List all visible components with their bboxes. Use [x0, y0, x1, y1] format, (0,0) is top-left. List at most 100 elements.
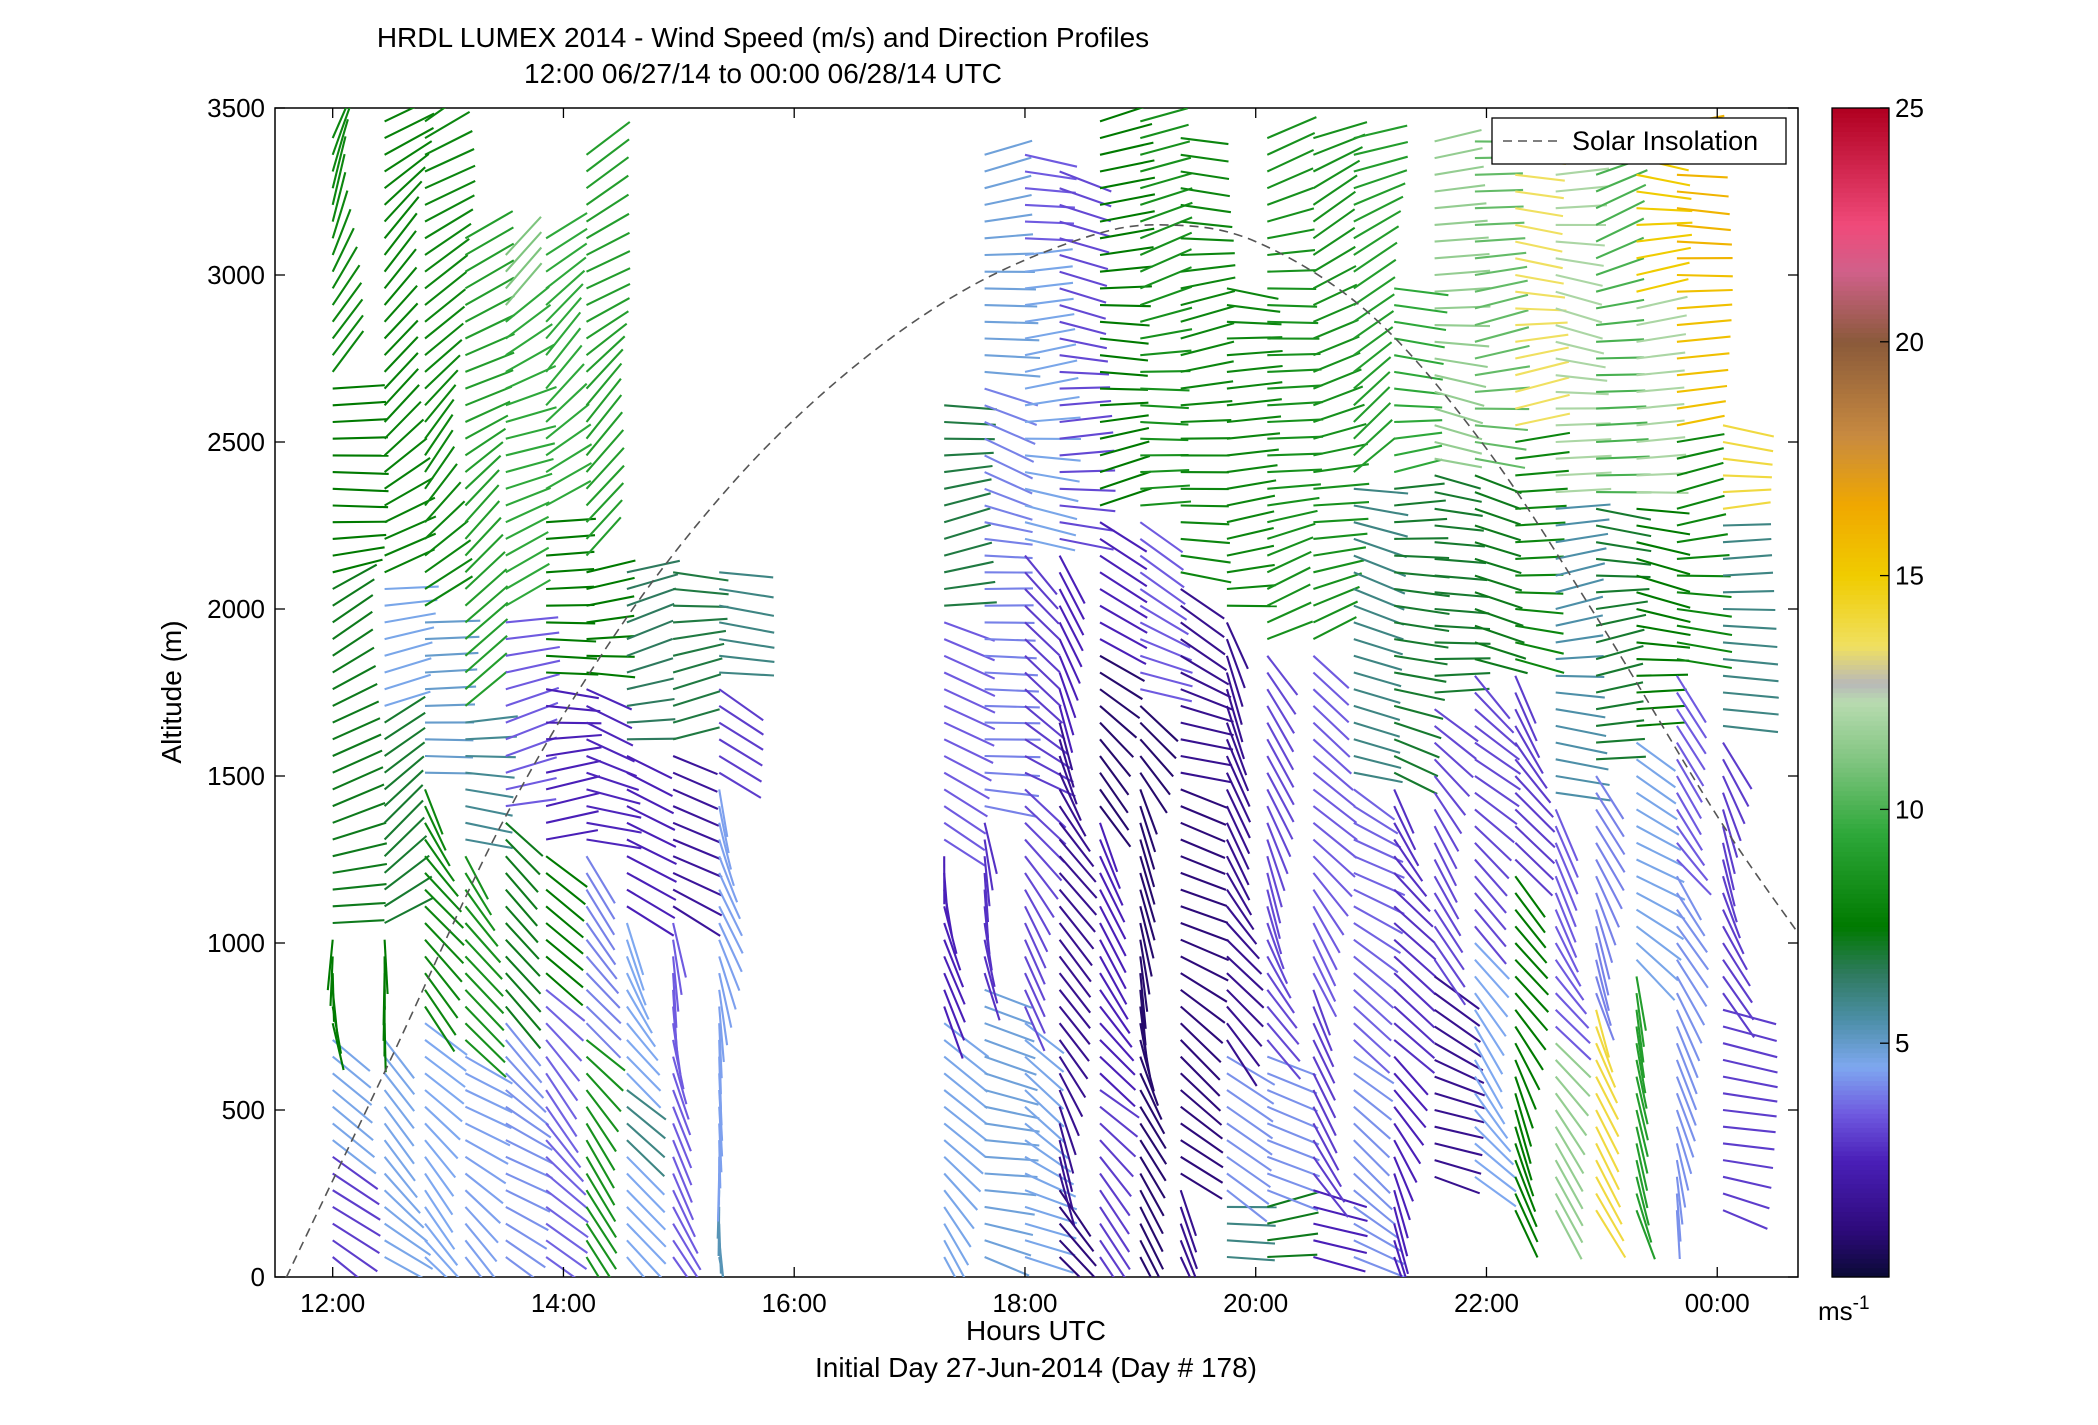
colorbar-segment [1832, 482, 1889, 488]
wind-barb [1554, 875, 1577, 928]
wind-barb [1058, 1222, 1097, 1267]
wind-barb [943, 1139, 984, 1175]
wind-barb [1313, 482, 1370, 490]
wind-barb [1180, 400, 1233, 407]
colorbar-segment [1832, 982, 1889, 988]
wind-barb [1595, 217, 1645, 243]
wind-barb [1024, 755, 1074, 784]
wind-barb [1722, 758, 1750, 807]
wind-barb [1139, 621, 1191, 649]
wind-barb [984, 193, 1032, 206]
wind-barb [1434, 357, 1488, 369]
wind-barb [943, 1055, 989, 1093]
wind-barb [1226, 415, 1282, 424]
wind-barb [1353, 1156, 1391, 1194]
wind-barb [424, 110, 471, 140]
wind-barb [1139, 855, 1156, 905]
wind-barb [464, 295, 515, 323]
wind-barb [546, 638, 597, 643]
wind-barb [586, 838, 642, 850]
wind-barb [1139, 872, 1156, 923]
wind-barb [545, 382, 588, 423]
wind-barb [1225, 822, 1250, 870]
wind-barb [984, 805, 1038, 818]
wind-barb [1595, 236, 1645, 260]
wind-barb [384, 548, 436, 574]
wind-barb [332, 1089, 373, 1124]
wind-barb [424, 164, 476, 190]
wind-barb [1676, 842, 1709, 882]
wind-barb [1595, 1076, 1620, 1120]
wind-barb [1312, 771, 1356, 808]
wind-barb [545, 1239, 588, 1270]
wind-barb [1515, 290, 1566, 299]
wind-barb [626, 755, 673, 780]
wind-barb [1140, 387, 1190, 392]
colorbar-segment [1832, 916, 1889, 923]
colorbar-segment [1832, 729, 1889, 736]
wind-barb [1595, 859, 1623, 910]
wind-barb [626, 1222, 667, 1265]
wind-barb [672, 1056, 688, 1105]
wind-barb [331, 208, 352, 256]
wind-barb [424, 354, 461, 390]
wind-barb [1179, 1256, 1192, 1277]
wind-barb [1514, 1193, 1539, 1243]
colorbar-segment [1832, 1183, 1889, 1189]
wind-barb [332, 783, 385, 808]
wind-barb [1058, 555, 1086, 604]
wind-barb [1595, 775, 1625, 820]
wind-barb [943, 1239, 966, 1277]
wind-barb [1226, 955, 1264, 991]
wind-barb [1099, 210, 1155, 223]
wind-barb [1266, 972, 1295, 1014]
wind-barb [1595, 892, 1617, 946]
wind-barb [1353, 1005, 1392, 1042]
wind-barb [1139, 604, 1189, 636]
wind-barb [1226, 287, 1279, 300]
wind-barb [332, 802, 386, 824]
wind-barb [1024, 537, 1076, 552]
colorbar-segment [1832, 1071, 1889, 1077]
wind-barb [1099, 1223, 1131, 1270]
wind-barb [1353, 1222, 1403, 1253]
wind-barb [1312, 939, 1337, 987]
wind-barb [1636, 875, 1686, 901]
wind-barb [1722, 1092, 1778, 1103]
wind-barb [1722, 892, 1741, 939]
wind-barb [1226, 1155, 1272, 1189]
wind-barb [672, 1206, 699, 1254]
colorbar-segment [1832, 800, 1889, 806]
colorbar-segment [1832, 1089, 1889, 1096]
colorbar-segment [1832, 538, 1889, 544]
colorbar-segment [1832, 1038, 1889, 1044]
wind-barb [545, 775, 601, 791]
wind-barb [1434, 557, 1487, 565]
wind-barb [672, 1139, 693, 1186]
wind-barb [1267, 509, 1318, 524]
wind-barb [383, 400, 422, 440]
wind-barb [464, 1239, 496, 1277]
wind-barb [943, 523, 992, 540]
wind-barb [585, 1022, 622, 1059]
wind-barb [1099, 922, 1127, 974]
wind-barb [983, 856, 991, 907]
wind-barb [424, 271, 468, 306]
wind-barb [1554, 808, 1579, 862]
wind-barb [505, 955, 542, 995]
wind-barb [505, 905, 539, 944]
wind-barb [1393, 738, 1440, 759]
wind-barb [1353, 1039, 1391, 1074]
wind-barb [1353, 738, 1401, 754]
wind-barb [1474, 808, 1515, 844]
wind-barb [1353, 310, 1395, 340]
wind-barb [626, 602, 675, 624]
wind-barb [1139, 1223, 1165, 1270]
wind-barb [1180, 805, 1227, 826]
wind-barb [1514, 1176, 1538, 1228]
colorbar-segment [1832, 1103, 1889, 1110]
wind-barb [545, 759, 602, 774]
wind-barb [1266, 955, 1292, 999]
wind-barb [943, 1223, 970, 1266]
wind-barb [546, 550, 595, 557]
